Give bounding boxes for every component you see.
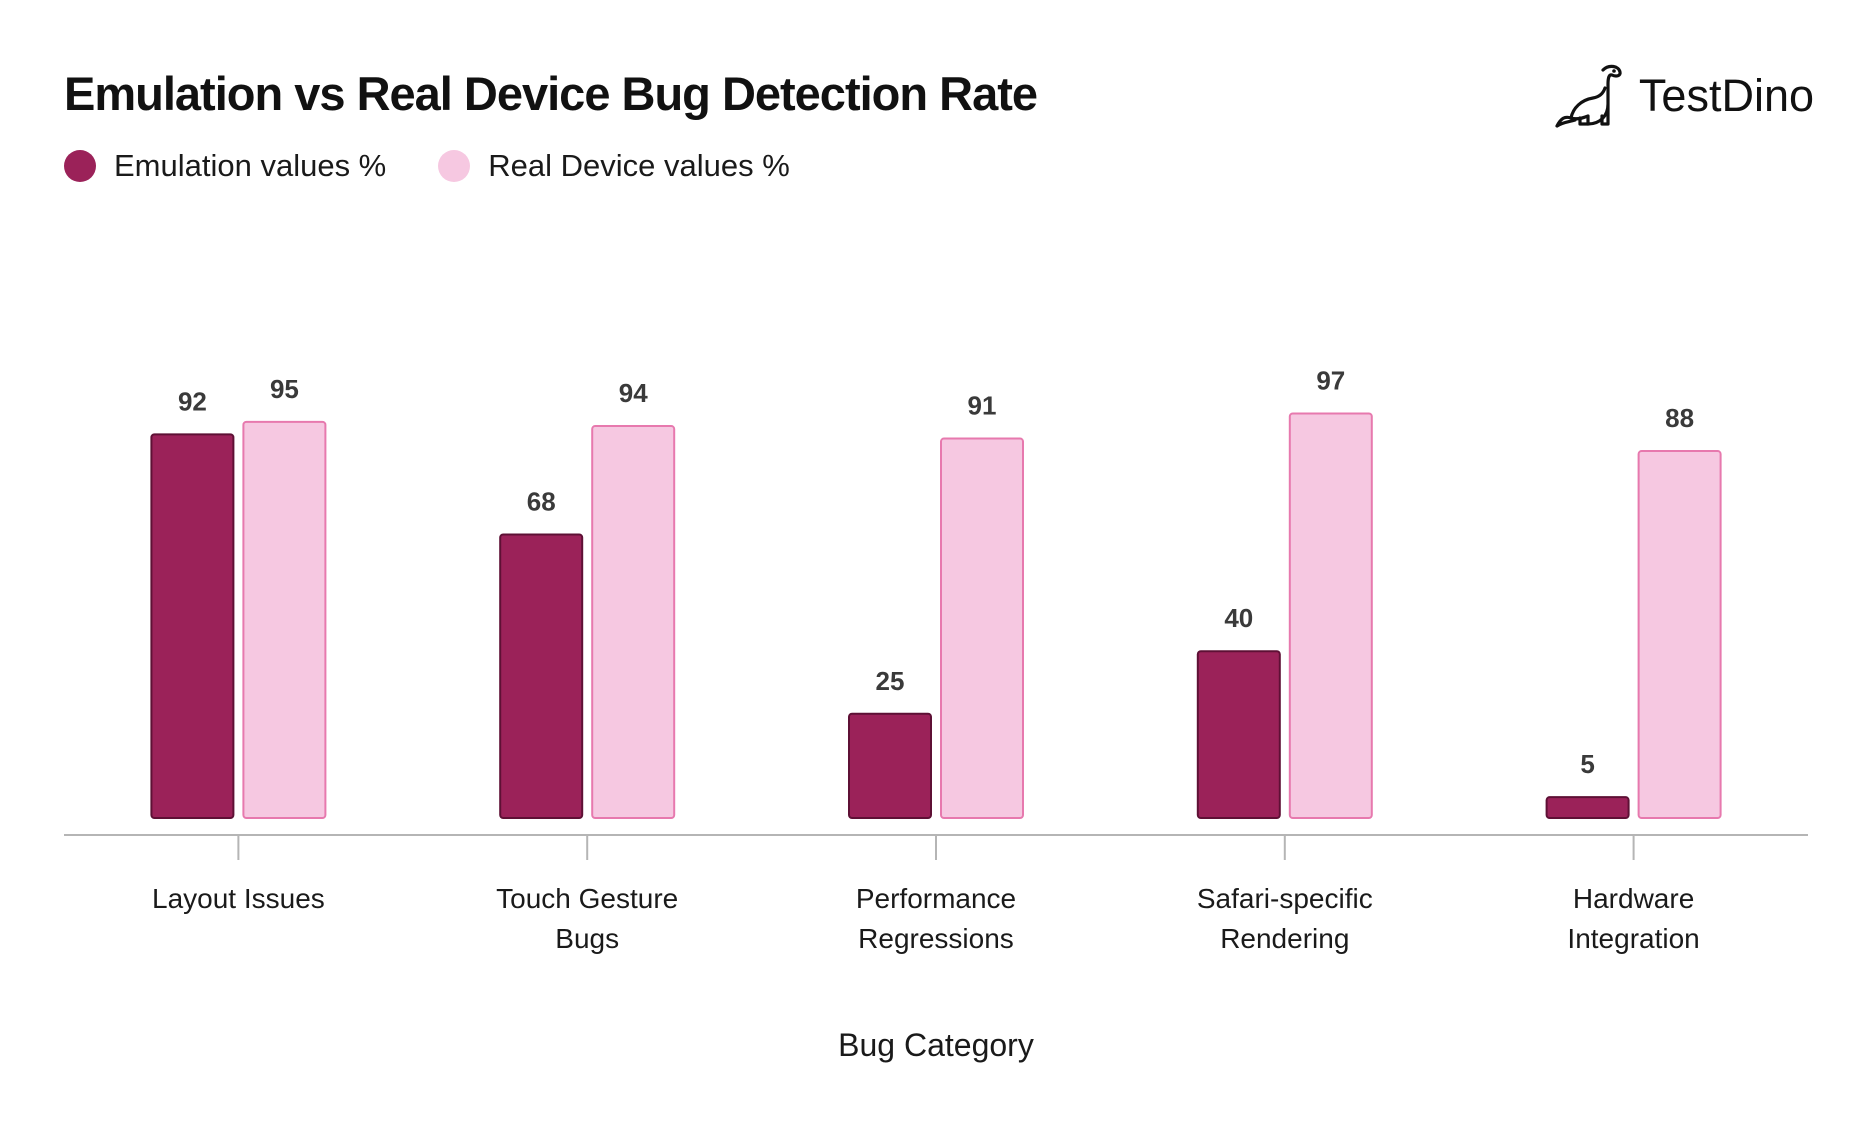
x-tick-label-4: Safari-specific Rendering xyxy=(1197,883,1373,954)
brand-name: TestDino xyxy=(1638,70,1814,121)
x-tick-label-1: Layout Issues xyxy=(152,883,325,914)
value-label-emulation-5: 5 xyxy=(1580,749,1594,779)
bar-real-device-1 xyxy=(242,420,327,819)
brand-logo: TestDino xyxy=(1553,60,1814,132)
bar-emulation-4 xyxy=(1196,650,1281,820)
value-label-real-device-1: 95 xyxy=(270,374,299,404)
value-label-real-device-2: 94 xyxy=(619,378,648,408)
legend-item-emulation: Emulation values % xyxy=(64,148,386,184)
legend-item-real-device: Real Device values % xyxy=(438,148,790,184)
legend-label-emulation: Emulation values % xyxy=(114,148,387,183)
value-label-emulation-2: 68 xyxy=(527,486,556,516)
legend-label-real-device: Real Device values % xyxy=(488,148,790,183)
value-label-real-device-3: 91 xyxy=(968,391,997,421)
bar-emulation-2 xyxy=(499,533,584,819)
bar-real-device-5 xyxy=(1637,450,1722,819)
bar-real-device-3 xyxy=(940,437,1024,819)
bar-emulation-1 xyxy=(150,433,235,819)
x-tick-label-3: Performance Regressions xyxy=(856,883,1016,954)
legend-swatch-real-device xyxy=(438,150,471,182)
x-axis-title: Bug Category xyxy=(838,1027,1034,1063)
x-tick-label-5: Hardware Integration xyxy=(1567,883,1699,954)
bar-emulation-3 xyxy=(848,712,932,819)
value-label-emulation-3: 25 xyxy=(876,666,905,696)
value-label-real-device-5: 88 xyxy=(1665,403,1694,433)
bar-emulation-5 xyxy=(1545,796,1630,820)
legend: Emulation values % Real Device values % xyxy=(64,148,842,184)
value-label-real-device-4: 97 xyxy=(1316,366,1345,396)
x-tick-label-2: Touch Gesture Bugs xyxy=(496,883,678,954)
chart-title: Emulation vs Real Device Bug Detection R… xyxy=(64,67,1038,120)
dinosaur-icon xyxy=(1555,64,1622,128)
bar-real-device-2 xyxy=(591,425,676,819)
bar-real-device-4 xyxy=(1288,412,1373,819)
value-label-emulation-1: 92 xyxy=(178,386,207,416)
value-label-emulation-4: 40 xyxy=(1224,603,1253,633)
legend-swatch-emulation xyxy=(64,150,96,182)
